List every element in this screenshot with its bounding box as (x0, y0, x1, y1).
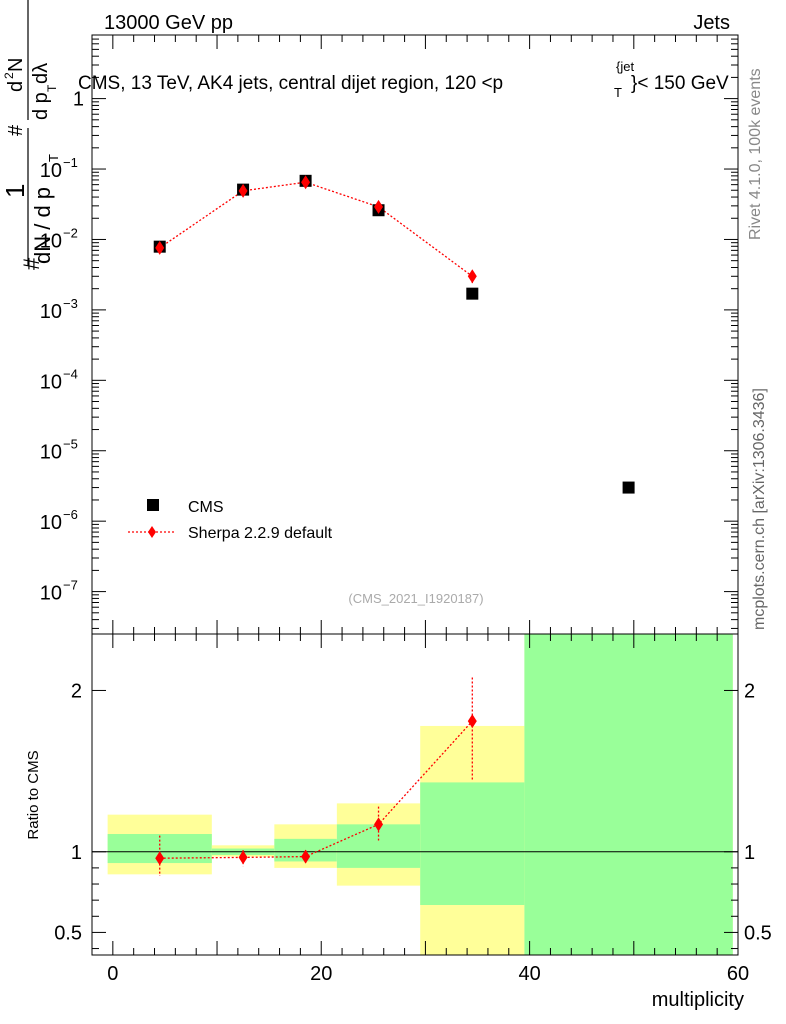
ylabel-frac2-sup: 2 (2, 72, 16, 79)
title-sub: T (614, 85, 622, 100)
ratio-sherpa-point (374, 817, 384, 832)
main-y-tick-label-exp: −3 (63, 296, 78, 311)
analysis-watermark: (CMS_2021_I1920187) (348, 591, 483, 606)
ratio-data-layer (155, 677, 477, 876)
main-y-tick-label-base: 10 (40, 230, 62, 252)
main-y-tick-label-base: 10 (40, 442, 62, 464)
ratio-y-ticks: 0.5 0.5 1 1 2 2 (54, 680, 772, 950)
legend: CMS Sherpa 2.2.9 default (128, 499, 333, 542)
x-tick-label: 40 (518, 963, 540, 985)
x-tick-label: 60 (727, 963, 749, 985)
ylabel-frac2-den-tail: dλ (30, 63, 52, 84)
cms-point (466, 287, 479, 300)
main-frame (91, 34, 739, 635)
x-tick-label: 0 (107, 963, 118, 985)
ylabel-hash-mid: # (5, 124, 27, 136)
main-y-tick-label: 1 (73, 89, 84, 111)
ratio-y-axis-label: Ratio to CMS (25, 750, 42, 839)
x-tick-label: 20 (310, 963, 332, 985)
plot-title: CMS, 13 TeV, AK4 jets, central dijet reg… (78, 59, 729, 100)
main-y-tick-label-exp: −6 (63, 507, 78, 522)
ratio-bands (107, 634, 733, 955)
ylabel-frac2-den: d p (30, 92, 52, 120)
main-y-tick-label-base: 10 (40, 512, 62, 534)
sherpa-point (238, 183, 248, 198)
sherpa-line (159, 181, 473, 277)
legend-cms-marker (147, 499, 159, 511)
ylabel-frac2-num-tail: N (5, 58, 27, 72)
sherpa-point (467, 269, 477, 284)
x-axis-label: multiplicity (652, 989, 744, 1011)
ratio-frame (91, 633, 739, 956)
main-y-tick-label-exp: −7 (63, 578, 78, 593)
ylabel-frac2-den-sub: T (45, 84, 59, 92)
main-y-tick-label-base: 10 (40, 160, 62, 182)
ratio-band-green (420, 782, 525, 905)
legend-sherpa-label: Sherpa 2.2.9 default (188, 525, 333, 542)
title-main: CMS, 13 TeV, AK4 jets, central dijet reg… (78, 73, 503, 94)
legend-sherpa-marker (148, 526, 156, 538)
ratio-panel: 0.5 0.5 1 1 2 2 0 20 40 60 Ratio to CMS multipli… (25, 633, 772, 1011)
main-y-tick-label-base: 10 (40, 583, 62, 605)
main-y-tick-label-base: 10 (40, 301, 62, 323)
mcplots-label: mcplots.cern.ch [arXiv:1306.3436] (751, 388, 768, 630)
main-y-tick-label-exp: −1 (63, 155, 78, 170)
title-sup: {jet (616, 59, 634, 74)
ratio-sherpa-point (238, 850, 248, 865)
ratio-y-tick-label-left: 0.5 (54, 922, 82, 944)
main-x-ticks (112, 35, 739, 634)
ylabel-den-sub: T (46, 154, 61, 162)
main-y-tick-label-exp: −4 (63, 366, 78, 381)
ratio-y-tick-label-right: 1 (744, 842, 755, 864)
title-tail: }< 150 GeV (631, 73, 729, 94)
main-y-axis-label: 1 # dN / d p T # d 2 N d p T dλ (0, 0, 61, 270)
ratio-sherpa-point (155, 851, 165, 866)
main-y-tick-label-exp: −5 (63, 437, 78, 452)
ratio-band-green (524, 634, 733, 955)
main-y-ticks (92, 34, 738, 629)
ylabel-one: 1 (0, 184, 30, 198)
header-energy: 13000 GeV pp (104, 12, 233, 34)
ratio-y-tick-label-left: 2 (71, 680, 82, 702)
sherpa-point (374, 199, 384, 214)
main-y-tick-label-exp: −2 (63, 225, 78, 240)
ratio-y-tick-label-right: 2 (744, 680, 755, 702)
sherpa-point (155, 240, 165, 255)
main-data-layer (153, 174, 635, 494)
legend-cms-label: CMS (188, 499, 224, 516)
ratio-y-tick-label-left: 1 (71, 842, 82, 864)
cms-point (622, 481, 635, 494)
ratio-x-ticks: 0 20 40 60 (107, 634, 749, 985)
ratio-sherpa-point (467, 714, 477, 729)
main-y-tick-labels: 110−110−210−310−410−510−610−7 (40, 89, 84, 605)
main-panel: 110−110−210−310−410−510−610−7 CMS, 13 Te… (0, 0, 739, 635)
header-jets: Jets (693, 12, 730, 34)
rivet-label: Rivet 4.1.0, 100k events (747, 68, 764, 240)
sherpa-point (301, 175, 311, 190)
ylabel-hash-left: # (19, 257, 44, 270)
ratio-y-tick-label-right: 0.5 (744, 922, 772, 944)
ylabel-denominator: dN / d p (30, 187, 55, 264)
main-y-tick-label-base: 10 (40, 371, 62, 393)
ratio-sherpa-point (301, 849, 311, 864)
ylabel-frac2-num: d (5, 81, 27, 92)
